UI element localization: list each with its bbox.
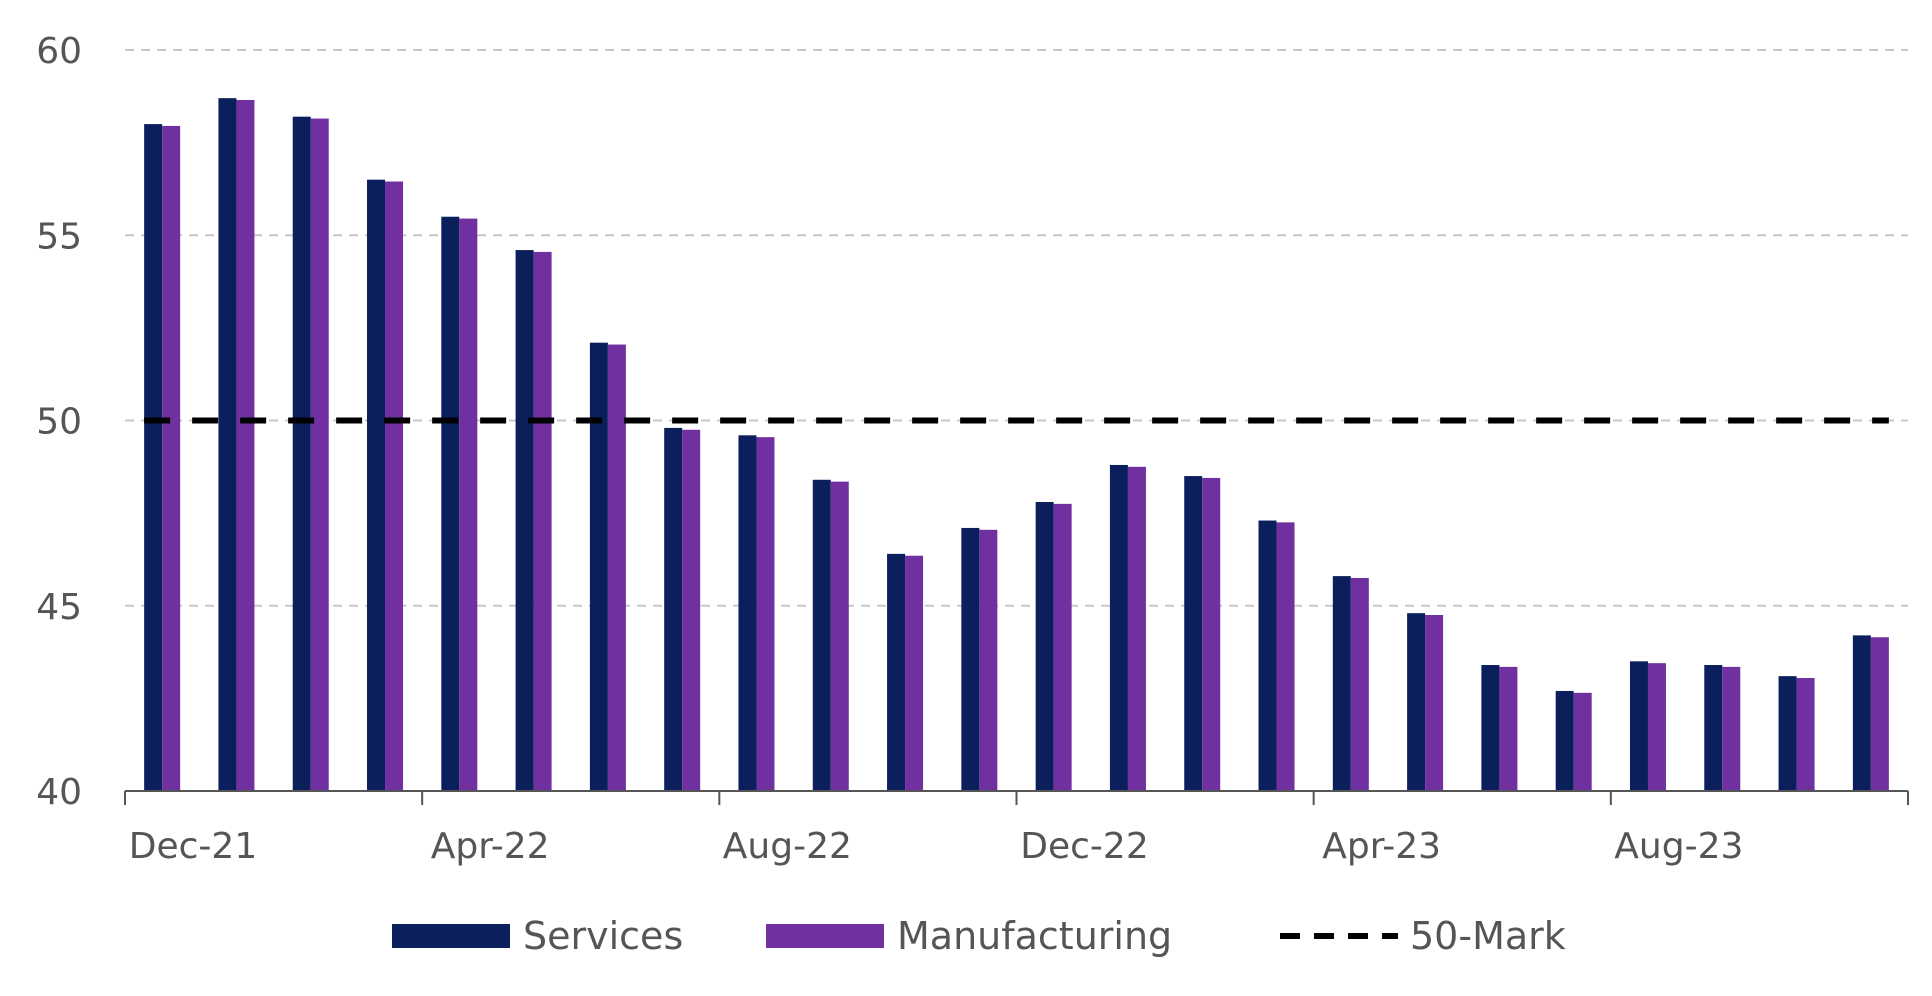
bar-manufacturing-10 (905, 555, 924, 791)
y-tick-label-55: 55 (36, 216, 82, 257)
x-tick-label-Dec-22: Dec-22 (1020, 826, 1148, 867)
bar-manufacturing-9 (830, 481, 849, 791)
bar-services-9 (812, 479, 831, 791)
bar-services-14 (1184, 476, 1203, 791)
bar-services-3 (367, 179, 386, 792)
bar-services-1 (218, 98, 237, 792)
bar-services-23 (1852, 635, 1871, 791)
x-tick-label-Aug-23: Aug-23 (1614, 826, 1743, 867)
bar-manufacturing-14 (1202, 477, 1221, 791)
bar-services-16 (1332, 576, 1351, 791)
x-tick-label-Apr-22: Apr-22 (431, 826, 550, 867)
bar-manufacturing-21 (1722, 666, 1741, 791)
y-tick-label-40: 40 (36, 772, 82, 813)
bar-manufacturing-17 (1425, 615, 1444, 791)
bar-manufacturing-12 (1053, 503, 1072, 791)
bar-manufacturing-7 (682, 429, 701, 791)
bar-services-6 (589, 342, 608, 791)
bar-manufacturing-8 (756, 437, 775, 791)
legend-swatch-manufacturing (766, 924, 884, 948)
bar-services-22 (1778, 676, 1797, 791)
bar-manufacturing-3 (385, 181, 404, 792)
legend-label-50-mark: 50-Mark (1410, 914, 1566, 958)
legend-label-services: Services (523, 914, 683, 958)
y-tick-label-45: 45 (36, 587, 82, 628)
bar-services-2 (292, 116, 311, 791)
y-tick-label-60: 60 (36, 31, 82, 72)
bar-services-21 (1704, 665, 1723, 791)
bar-services-5 (515, 250, 534, 791)
bar-manufacturing-4 (459, 218, 478, 791)
bar-services-8 (738, 435, 757, 791)
bar-manufacturing-11 (979, 529, 998, 791)
x-tick-label-Apr-23: Apr-23 (1322, 826, 1441, 867)
bar-services-18 (1481, 665, 1500, 791)
legend-label-manufacturing: Manufacturing (897, 914, 1172, 958)
bar-manufacturing-23 (1870, 637, 1889, 791)
bar-manufacturing-22 (1796, 677, 1815, 791)
bar-manufacturing-1 (236, 100, 255, 791)
legend: Services Manufacturing 50-Mark (392, 914, 1566, 958)
bar-services-19 (1555, 690, 1574, 791)
bar-manufacturing-5 (533, 251, 552, 792)
bar-services-10 (887, 553, 906, 791)
bar-services-11 (961, 527, 980, 791)
bar-services-13 (1109, 464, 1128, 791)
bars (144, 98, 1889, 792)
bar-manufacturing-15 (1276, 522, 1295, 791)
bar-manufacturing-16 (1350, 577, 1369, 791)
bar-manufacturing-2 (310, 118, 329, 792)
bar-services-4 (441, 216, 460, 792)
bar-services-7 (664, 427, 683, 791)
bar-services-12 (1035, 502, 1054, 791)
bar-services-0 (144, 124, 163, 792)
bar-manufacturing-19 (1573, 692, 1592, 791)
legend-swatch-services (392, 924, 510, 948)
bar-manufacturing-20 (1647, 663, 1666, 791)
bar-services-20 (1629, 661, 1648, 791)
x-tick-label-Aug-22: Aug-22 (723, 826, 852, 867)
bar-manufacturing-13 (1127, 466, 1146, 791)
axes: 40 45 50 55 60 Dec-21 Apr-22 Aug-22 Dec-22 Apr-23… (36, 31, 1909, 867)
x-tick-label-Dec-21: Dec-21 (129, 826, 257, 867)
bar-services-17 (1407, 613, 1426, 791)
bar-manufacturing-18 (1499, 666, 1518, 791)
y-tick-label-50: 50 (36, 402, 82, 443)
bar-manufacturing-6 (607, 344, 626, 791)
bar-manufacturing-0 (162, 125, 181, 791)
bar-services-15 (1258, 520, 1277, 791)
